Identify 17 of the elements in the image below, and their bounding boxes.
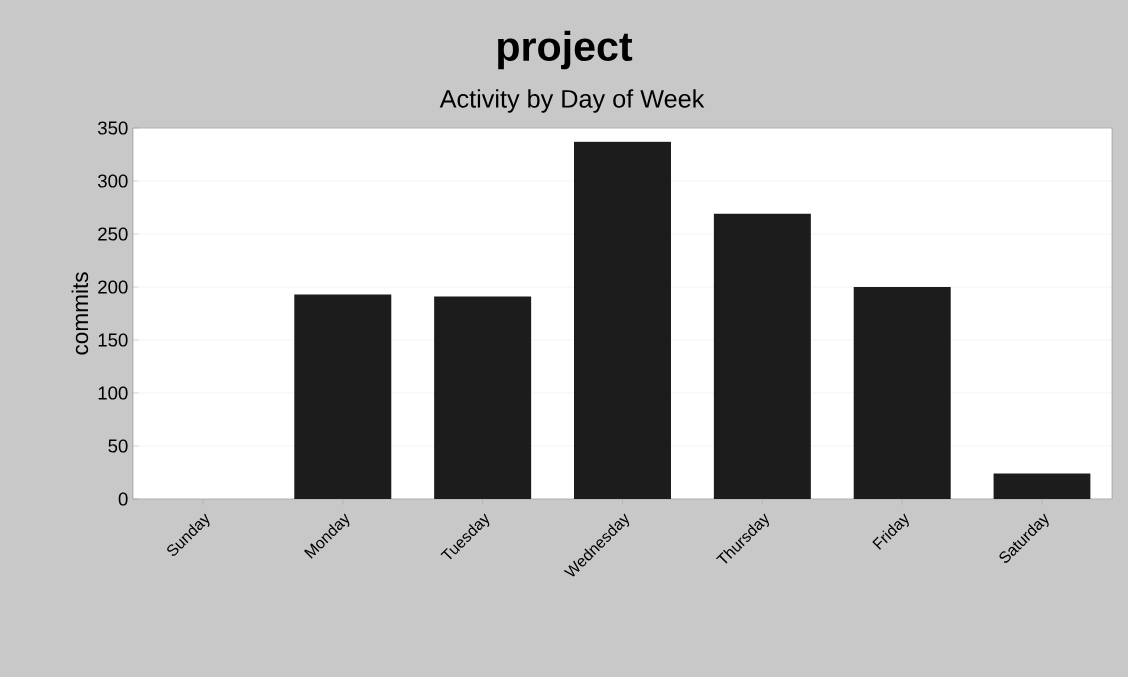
y-tick-label: 0 xyxy=(118,492,128,506)
bar xyxy=(294,294,392,499)
bar xyxy=(993,473,1091,499)
y-tick-label: 300 xyxy=(97,174,128,188)
bar xyxy=(713,213,811,499)
bar xyxy=(434,296,532,499)
bar xyxy=(574,141,672,499)
y-tick-label: 200 xyxy=(98,280,128,294)
y-tick-label: 350 xyxy=(97,121,128,135)
y-tick-label: 100 xyxy=(98,386,128,400)
chart-title: project xyxy=(498,30,633,70)
y-axis-title: commits xyxy=(71,272,89,355)
y-tick-label: 50 xyxy=(108,439,128,453)
y-tick-label: 150 xyxy=(98,333,128,347)
bar xyxy=(853,287,951,499)
chart-subtitle: Activity by Day of Week xyxy=(439,89,705,113)
y-tick-label: 250 xyxy=(98,227,128,241)
